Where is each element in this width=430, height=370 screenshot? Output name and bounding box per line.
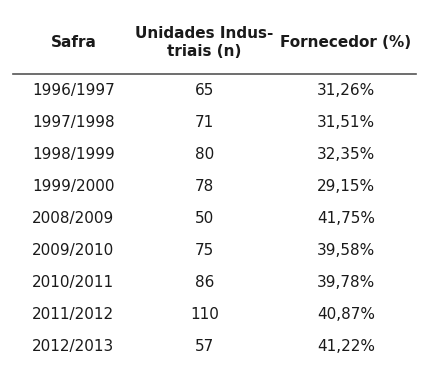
Text: 86: 86 (195, 275, 214, 290)
Text: 1997/1998: 1997/1998 (32, 115, 115, 130)
Text: 1998/1999: 1998/1999 (32, 147, 115, 162)
Text: Unidades Indus-
triais (n): Unidades Indus- triais (n) (135, 26, 274, 59)
Text: 39,78%: 39,78% (316, 275, 375, 290)
Text: 1996/1997: 1996/1997 (32, 83, 115, 98)
Text: 80: 80 (195, 147, 214, 162)
Text: 32,35%: 32,35% (316, 147, 375, 162)
Text: 78: 78 (195, 179, 214, 194)
Text: 2008/2009: 2008/2009 (32, 211, 114, 226)
Text: Safra: Safra (50, 35, 96, 50)
Text: 31,26%: 31,26% (316, 83, 375, 98)
Text: 110: 110 (190, 307, 219, 322)
Text: 39,58%: 39,58% (316, 243, 375, 258)
Text: 41,22%: 41,22% (317, 339, 375, 354)
Text: 2011/2012: 2011/2012 (32, 307, 114, 322)
Text: 57: 57 (195, 339, 214, 354)
Text: 75: 75 (195, 243, 214, 258)
Text: 31,51%: 31,51% (317, 115, 375, 130)
Text: 2012/2013: 2012/2013 (32, 339, 114, 354)
Text: 2010/2011: 2010/2011 (32, 275, 114, 290)
Text: 50: 50 (195, 211, 214, 226)
Text: 1999/2000: 1999/2000 (32, 179, 115, 194)
Text: 65: 65 (195, 83, 214, 98)
Text: Fornecedor (%): Fornecedor (%) (280, 35, 412, 50)
Text: 2009/2010: 2009/2010 (32, 243, 114, 258)
Text: 41,75%: 41,75% (317, 211, 375, 226)
Text: 40,87%: 40,87% (317, 307, 375, 322)
Text: 29,15%: 29,15% (317, 179, 375, 194)
Text: 71: 71 (195, 115, 214, 130)
